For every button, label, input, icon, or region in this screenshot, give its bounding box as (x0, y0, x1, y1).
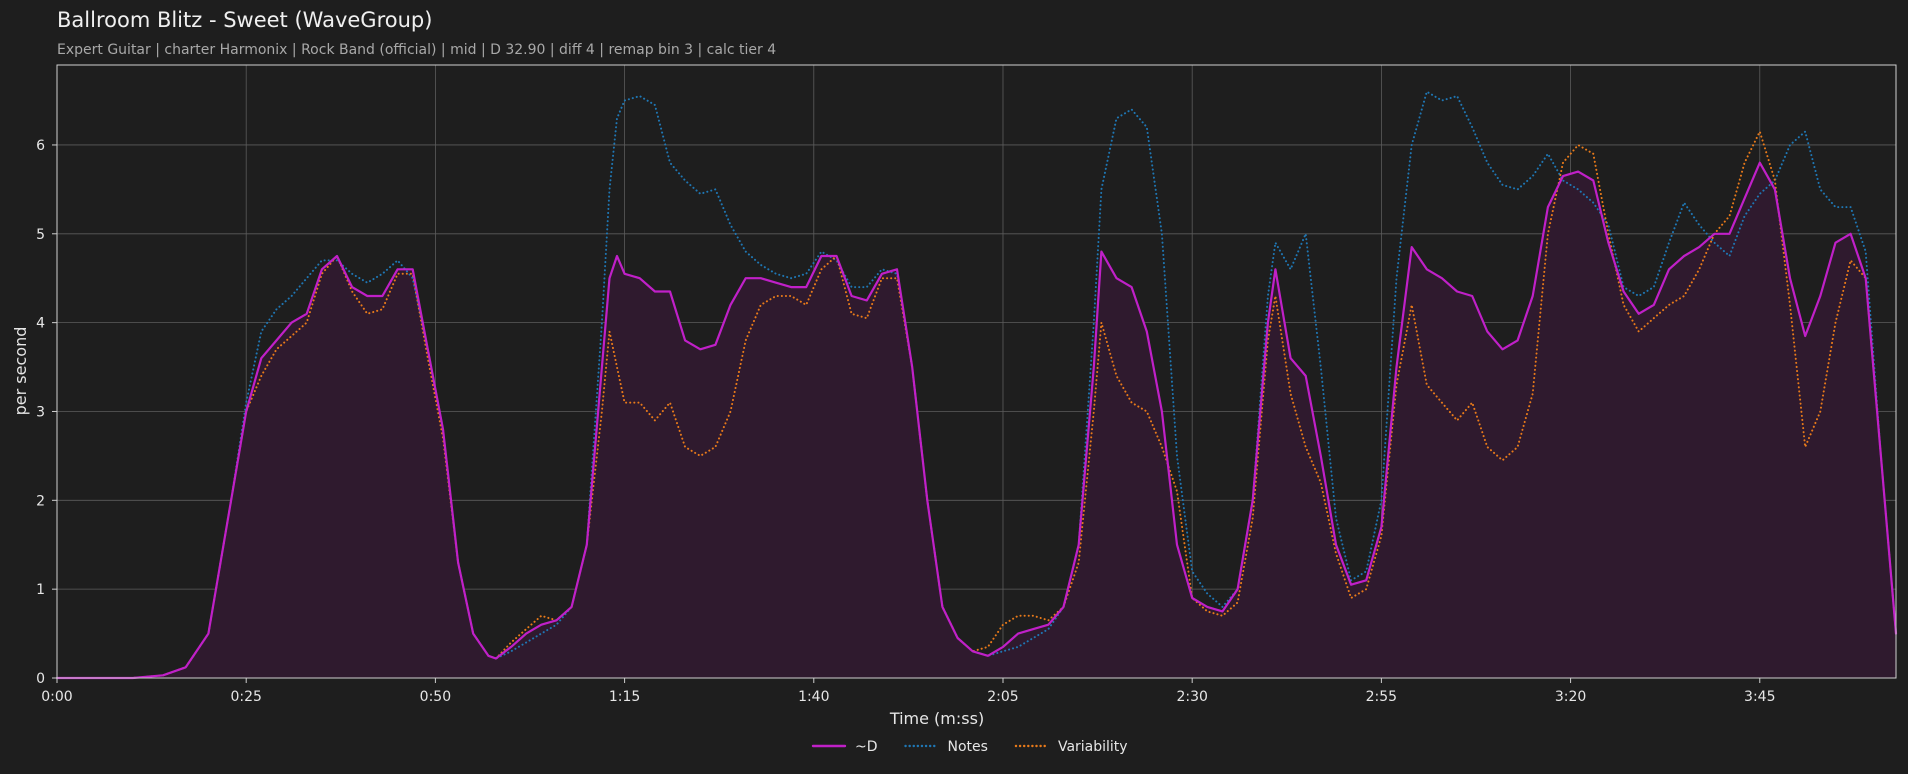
axis-ticks: 0:00 0:25 0:50 1:15 1:40 2:05 2:30 2:55 3:20 3:45… (36, 138, 1775, 705)
x-tick-label: 1:40 (798, 689, 829, 705)
x-tick-label: 0:25 (230, 689, 261, 705)
x-tick-label: 3:20 (1555, 689, 1586, 705)
series-line (55, 161, 1898, 680)
y-tick-label: 2 (36, 493, 45, 509)
x-axis-label: Time (m:ss) (889, 709, 984, 728)
legend-label: Notes (948, 739, 988, 755)
y-tick-label: 1 (36, 582, 45, 598)
legend: ~D Notes Variability (811, 739, 1128, 755)
x-tick-label: 1:15 (609, 689, 640, 705)
series-line (56, 90, 1897, 679)
chart-title: Ballroom Blitz - Sweet (WaveGroup) (57, 8, 432, 32)
plot-frame (56, 64, 1897, 679)
y-tick-label: 0 (36, 671, 45, 687)
y-tick-label: 6 (36, 138, 45, 154)
legend-label: ~D (855, 739, 878, 755)
x-tick-label: 0:50 (420, 689, 451, 705)
y-tick-label: 3 (36, 404, 45, 420)
chart-subtitle: Expert Guitar | charter Harmonix | Rock … (57, 42, 776, 58)
x-tick-label: 3:45 (1744, 689, 1775, 705)
x-tick-label: 2:30 (1176, 689, 1207, 705)
legend-label: Variability (1058, 739, 1128, 755)
plot-area (55, 90, 1898, 680)
x-tick-label: 2:05 (987, 689, 1018, 705)
y-tick-label: 4 (36, 316, 45, 332)
series-area-fill (57, 162, 1896, 678)
x-tick-label: 0:00 (41, 689, 72, 705)
y-axis-label: per second (11, 327, 30, 416)
x-tick-label: 2:55 (1366, 689, 1397, 705)
y-tick-label: 5 (36, 227, 45, 243)
